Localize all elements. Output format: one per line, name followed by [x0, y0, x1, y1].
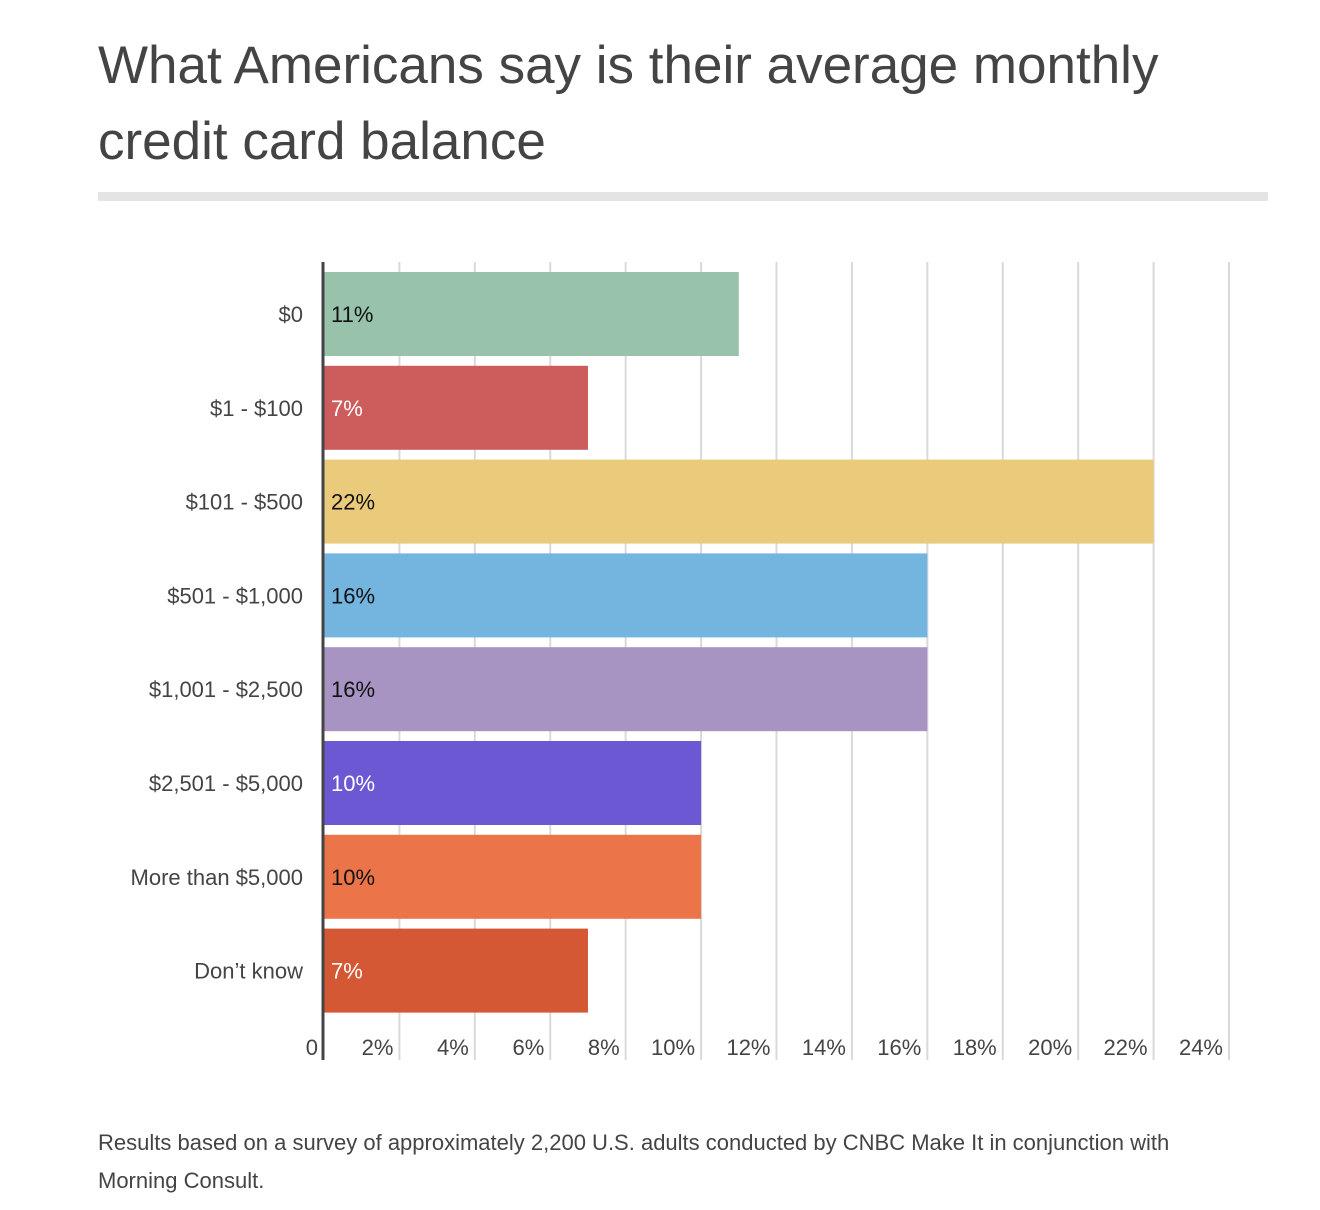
x-tick-label: 24% — [1179, 1035, 1223, 1060]
bar — [324, 459, 1154, 544]
category-label: More than $5,000 — [131, 865, 303, 890]
data-label: 11% — [331, 302, 373, 327]
x-tick-label: 2% — [362, 1035, 394, 1060]
data-label: 10% — [331, 771, 375, 796]
bar — [324, 741, 702, 825]
data-label: 10% — [331, 865, 375, 890]
bar — [324, 553, 928, 638]
x-tick-label: 0 — [306, 1035, 318, 1060]
bar — [324, 365, 588, 450]
x-tick-label: 4% — [437, 1035, 469, 1060]
title-divider — [98, 192, 1268, 201]
data-label: 16% — [331, 583, 375, 608]
bar — [324, 647, 928, 732]
category-label: $101 - $500 — [186, 490, 303, 515]
category-label: $0 — [279, 302, 303, 327]
bar-chart: 0 2% 4% 6% 8% 10% 12% 14% 16% 18% 20% 22% 24% 11% $0 7%… — [131, 262, 1230, 1060]
data-label: 7% — [331, 959, 363, 984]
bar — [324, 272, 739, 356]
x-tick-label: 12% — [726, 1035, 770, 1060]
data-label: 7% — [331, 396, 363, 421]
x-tick-label: 18% — [953, 1035, 997, 1060]
x-tick-label: 14% — [802, 1035, 846, 1060]
chart-title: What Americans say is their average mont… — [98, 36, 1159, 171]
x-tick-label: 20% — [1028, 1035, 1072, 1060]
data-label: 16% — [331, 677, 375, 702]
category-label: $1 - $100 — [210, 396, 303, 421]
category-label: $2,501 - $5,000 — [149, 771, 303, 796]
x-tick-label: 16% — [877, 1035, 921, 1060]
category-label: $1,001 - $2,500 — [149, 677, 303, 702]
x-tick-label: 10% — [651, 1035, 695, 1060]
data-label: 22% — [331, 490, 375, 515]
x-tick-label: 22% — [1104, 1035, 1148, 1060]
footnote: Results based on a survey of approximate… — [98, 1130, 1170, 1193]
x-tick-label: 6% — [512, 1035, 544, 1060]
category-label: $501 - $1,000 — [167, 583, 303, 608]
bar — [324, 928, 588, 1013]
bar — [324, 834, 702, 919]
category-label: Don’t know — [194, 959, 303, 984]
x-tick-label: 8% — [588, 1035, 620, 1060]
